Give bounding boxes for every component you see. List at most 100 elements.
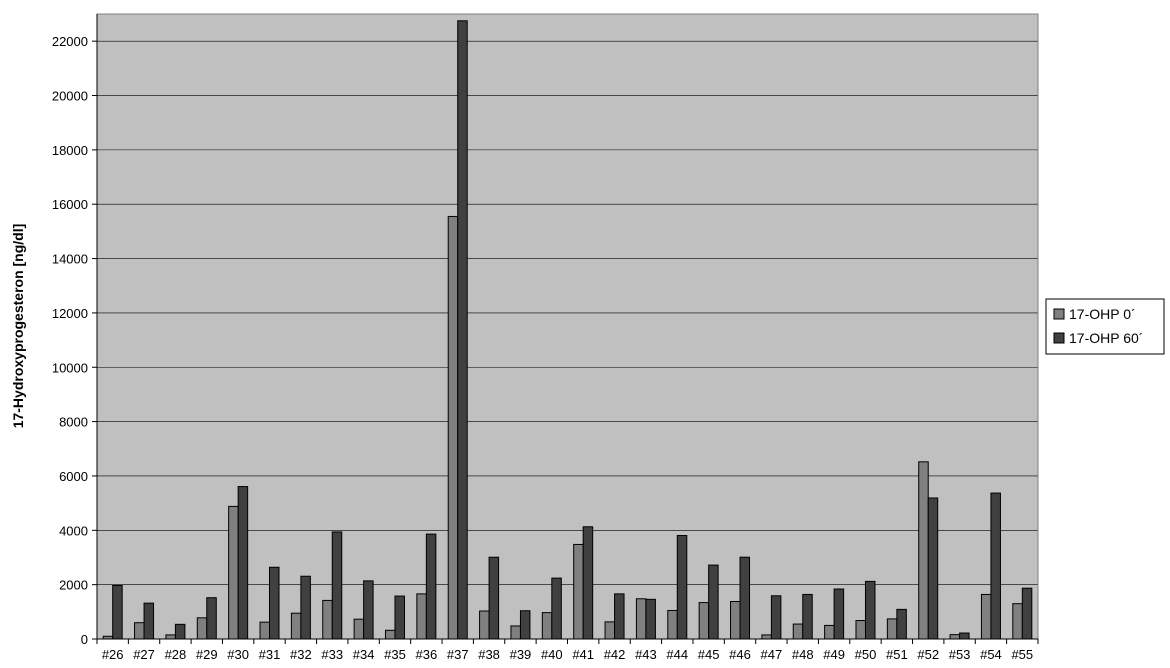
bar-43-series-0 <box>635 598 647 640</box>
bar-31-series-1 <box>269 566 280 640</box>
y-tick-label-3: 6000 <box>59 469 88 484</box>
legend-swatch-0 <box>1053 308 1065 320</box>
y-tick-label-0: 0 <box>81 632 88 647</box>
y-tick-label-6: 12000 <box>52 306 88 321</box>
bar-38-series-1 <box>488 556 500 640</box>
bar-44-series-1 <box>676 534 688 640</box>
bars <box>102 20 1033 640</box>
bar-42-series-1 <box>614 593 625 640</box>
bar-45-series-1 <box>708 564 719 640</box>
x-tick-label-24: #50 <box>855 647 877 662</box>
x-tick-label-17: #43 <box>635 647 657 662</box>
y-tick-label-5: 10000 <box>52 360 88 375</box>
bar-48-series-1 <box>802 593 813 640</box>
bar-49-series-1 <box>833 588 845 640</box>
x-tick-label-6: #32 <box>290 647 312 662</box>
bar-41-series-0 <box>573 543 584 640</box>
bar-47-series-0 <box>761 634 772 640</box>
bar-28-series-0 <box>165 634 176 640</box>
x-tick-label-13: #39 <box>510 647 532 662</box>
y-tick-label-11: 22000 <box>52 34 88 49</box>
x-tick-label-7: #33 <box>321 647 343 662</box>
x-tick-label-23: #49 <box>823 647 845 662</box>
gridlines <box>97 40 1038 585</box>
bar-33-series-0 <box>322 599 333 640</box>
x-tick-label-3: #29 <box>196 647 218 662</box>
x-tick-label-0: #26 <box>102 647 124 662</box>
y-tick-label-8: 16000 <box>52 197 88 212</box>
x-tick-label-5: #31 <box>259 647 281 662</box>
x-tick-label-1: #27 <box>133 647 155 662</box>
bar-27-series-0 <box>134 622 145 640</box>
legend-label-0: 17-OHP 0´ <box>1069 306 1136 322</box>
bar-41-series-1 <box>582 526 594 640</box>
legend-label-1: 17-OHP 60´ <box>1069 330 1143 346</box>
x-tick-label-14: #40 <box>541 647 563 662</box>
x-tick-label-9: #35 <box>384 647 406 662</box>
x-tick-label-4: #30 <box>227 647 249 662</box>
bar-37-series-1 <box>457 20 468 640</box>
bar-46-series-1 <box>739 556 751 640</box>
x-tick-label-29: #55 <box>1011 647 1033 662</box>
x-axis-ticks: #26 #27 #28 #29 #30 #31 #32 #33 #34 #35 #36 #37 #38 #… <box>96 639 1039 662</box>
bar-26-series-1 <box>112 584 123 640</box>
x-tick-label-8: #34 <box>353 647 375 662</box>
x-tick-label-25: #51 <box>886 647 908 662</box>
bar-34-series-0 <box>353 618 365 640</box>
bar-50-series-1 <box>864 580 876 640</box>
legend: 17-OHP 0´ 17-OHP 60´ <box>1045 298 1165 355</box>
x-tick-label-12: #38 <box>478 647 500 662</box>
bar-51-series-0 <box>886 618 898 640</box>
x-tick-label-11: #37 <box>447 647 469 662</box>
bar-40-series-1 <box>551 577 562 640</box>
bar-29-series-1 <box>206 597 217 640</box>
bar-46-series-0 <box>730 601 741 640</box>
bar-31-series-0 <box>259 621 271 640</box>
x-tick-label-26: #52 <box>917 647 939 662</box>
bar-30-series-0 <box>228 505 239 640</box>
bar-37-series-0 <box>447 215 459 640</box>
x-tick-label-2: #28 <box>165 647 187 662</box>
x-tick-label-10: #36 <box>415 647 437 662</box>
x-tick-label-18: #44 <box>666 647 688 662</box>
plot-background <box>97 14 1038 639</box>
x-tick-label-21: #47 <box>761 647 783 662</box>
bar-35-series-1 <box>394 595 405 640</box>
bar-43-series-1 <box>645 598 656 640</box>
bar-48-series-0 <box>792 623 804 640</box>
bar-36-series-1 <box>425 533 437 640</box>
bar-39-series-1 <box>519 610 531 640</box>
bar-35-series-0 <box>384 629 396 640</box>
bar-32-series-1 <box>300 575 311 640</box>
bar-36-series-0 <box>416 593 427 640</box>
bar-54-series-1 <box>990 492 1001 640</box>
bar-44-series-0 <box>667 609 678 640</box>
x-tick-label-20: #46 <box>729 647 751 662</box>
y-tick-label-1: 2000 <box>59 578 88 593</box>
bar-28-series-1 <box>174 623 186 640</box>
bar-52-series-0 <box>918 461 929 640</box>
y-tick-label-2: 4000 <box>59 523 88 538</box>
bar-47-series-1 <box>770 595 782 640</box>
bar-45-series-0 <box>698 602 710 640</box>
bar-40-series-0 <box>541 612 553 640</box>
y-tick-label-7: 14000 <box>52 252 88 267</box>
bar-30-series-1 <box>237 486 249 640</box>
bar-55-series-1 <box>1021 587 1033 640</box>
bar-49-series-0 <box>824 624 835 640</box>
y-tick-label-9: 18000 <box>52 143 88 158</box>
legend-swatch-1 <box>1053 332 1065 344</box>
bar-32-series-0 <box>290 612 302 640</box>
bar-52-series-1 <box>927 497 939 640</box>
bar-50-series-0 <box>855 620 866 640</box>
x-tick-label-28: #54 <box>980 647 1002 662</box>
bar-39-series-0 <box>510 625 521 640</box>
x-tick-label-22: #48 <box>792 647 814 662</box>
y-axis-label: 17-Hydroxyprogesteron [ng/dl] <box>10 224 26 429</box>
x-tick-label-15: #41 <box>572 647 594 662</box>
bar-29-series-0 <box>196 617 208 640</box>
bar-51-series-1 <box>896 608 907 640</box>
bar-42-series-0 <box>604 621 616 640</box>
bar-27-series-1 <box>143 602 155 640</box>
